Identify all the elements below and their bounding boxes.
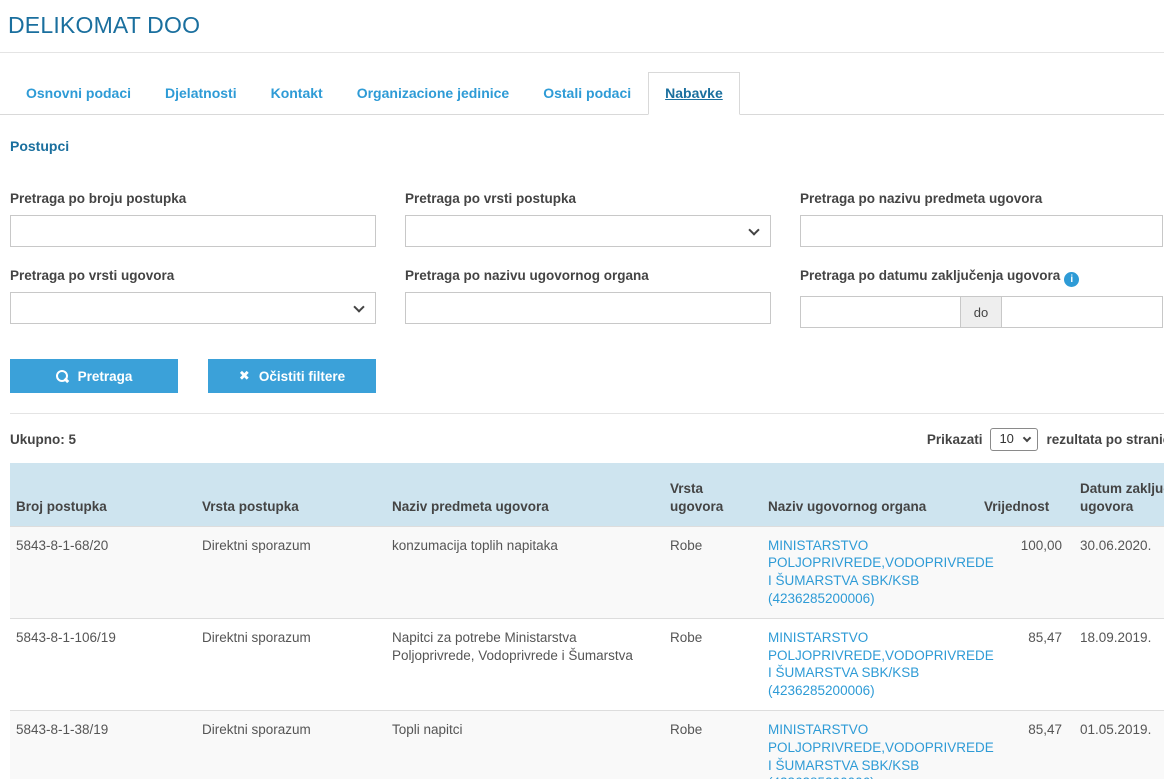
table-row: 5843-8-1-68/20 Direktni sporazum konzuma… [10, 526, 1164, 619]
col-datum-zakljucenja: Datum zaključenja ugovora [1074, 463, 1164, 526]
cell-datum: 30.06.2020. [1080, 537, 1152, 553]
clear-filters-label: Očistiti filtere [258, 368, 346, 384]
filter-label-naziv-organa: Pretraga po nazivu ugovornog organa [405, 268, 649, 283]
datum-do-input[interactable] [1002, 296, 1163, 328]
cell-broj: 5843-8-1-38/19 [16, 722, 109, 737]
cell-vrijednost: 100,00 [1020, 537, 1062, 553]
table-row: 5843-8-1-38/19 Direktni sporazum Topli n… [10, 710, 1164, 779]
tab-organizacione-jedinice[interactable]: Organizacione jedinice [356, 85, 510, 101]
table-row: 5843-8-1-106/19 Direktni sporazum Napitc… [10, 618, 1164, 710]
filters-panel: Pretraga po broju postupka Pretraga po v… [10, 191, 1164, 328]
cell-predmet: Topli napitci [392, 722, 463, 737]
section-title-postupci: Postupci [10, 138, 70, 154]
page-title: DELIKOMAT DOO [8, 12, 201, 38]
col-broj-postupka: Broj postupka [10, 463, 196, 526]
page-header: DELIKOMAT DOO [0, 0, 1164, 53]
col-vrsta-ugovora: Vrsta ugovora [664, 463, 762, 526]
chevron-down-icon [748, 224, 760, 236]
filter-label-datum-text: Pretraga po datumu zaključenja ugovora [800, 268, 1061, 283]
cell-vrsta-postupka: Direktni sporazum [202, 722, 311, 737]
info-icon[interactable]: i [1064, 272, 1080, 287]
cell-vrsta-ugovora: Robe [670, 537, 703, 553]
filter-label-vrsta-postupka: Pretraga po vrsti postupka [405, 191, 577, 206]
cell-broj: 5843-8-1-68/20 [16, 537, 109, 553]
cell-organ: MINISTARSTVO POLJOPRIVREDE,VODOPRIVREDE … [762, 711, 994, 779]
cell-predmet: konzumacija toplih napitaka [392, 537, 558, 553]
date-range-group: do [800, 296, 1163, 328]
cell-datum: 01.05.2019. [1080, 722, 1152, 737]
per-page-control: Prikazati 10 rezultata po stranici [927, 428, 1164, 451]
tab-djelatnosti[interactable]: Djelatnosti [165, 85, 237, 101]
filter-naziv-organa: Pretraga po nazivu ugovornog organa [405, 268, 771, 328]
naziv-organa-input[interactable] [405, 292, 771, 324]
vrsta-postupka-select[interactable] [405, 215, 771, 247]
col-naziv-predmeta: Naziv predmeta ugovora [386, 463, 664, 526]
filter-vrsta-ugovora: Pretraga po vrsti ugovora [10, 268, 376, 328]
col-vrsta-postupka: Vrsta postupka [196, 463, 386, 526]
filter-label-datum: Pretraga po datumu zaključenja ugovora i [800, 268, 1163, 287]
filter-datum-zakljucenja: Pretraga po datumu zaključenja ugovora i … [800, 268, 1163, 328]
search-button[interactable]: Pretraga [10, 359, 178, 393]
per-page-value: 10 [999, 431, 1014, 446]
chevron-down-icon [353, 301, 365, 313]
organ-link[interactable]: MINISTARSTVO POLJOPRIVREDE,VODOPRIVREDE … [768, 722, 994, 779]
cell-vrsta-ugovora: Robe [670, 629, 703, 645]
filter-vrsta-postupka: Pretraga po vrsti postupka [405, 191, 771, 247]
date-separator-label: do [961, 296, 1002, 328]
per-page-prefix-label: Prikazati [926, 432, 983, 447]
datum-od-input[interactable] [800, 296, 961, 328]
cell-vrsta-ugovora: Robe [670, 722, 703, 737]
filter-label-broj-postupka: Pretraga po broju postupka [10, 191, 187, 206]
search-button-label: Pretraga [77, 368, 133, 384]
cell-organ: MINISTARSTVO POLJOPRIVREDE,VODOPRIVREDE … [762, 526, 994, 618]
per-page-suffix-label: rezultata po stranici [1046, 432, 1164, 447]
clear-x-icon: ✖ [238, 368, 250, 383]
procedures-table-wrap: Broj postupka Vrsta postupka Naziv predm… [10, 463, 1164, 779]
cell-datum: 18.09.2019. [1080, 629, 1152, 645]
cell-vrsta-postupka: Direktni sporazum [202, 537, 311, 553]
table-header-row: Broj postupka Vrsta postupka Naziv predm… [10, 463, 1164, 526]
cell-predmet: Napitci za potrebe Ministarstva Poljopri… [392, 629, 633, 663]
naziv-predmeta-input[interactable] [800, 215, 1163, 247]
per-page-select[interactable]: 10 [990, 428, 1039, 451]
results-total: Ukupno: 5 [10, 432, 76, 447]
vrsta-ugovora-select[interactable] [10, 292, 376, 324]
tab-bar: Osnovni podaci Djelatnosti Kontakt Organ… [0, 72, 1164, 115]
filter-naziv-predmeta: Pretraga po nazivu predmeta ugovora [800, 191, 1163, 247]
tab-osnovni-podaci[interactable]: Osnovni podaci [26, 85, 132, 101]
filter-actions: Pretraga ✖ Očistiti filtere [10, 359, 1164, 414]
col-naziv-organa: Naziv ugovornog organa [762, 463, 978, 526]
organ-link[interactable]: MINISTARSTVO POLJOPRIVREDE,VODOPRIVREDE … [768, 537, 994, 606]
cell-broj: 5843-8-1-106/19 [16, 629, 116, 645]
filter-broj-postupka: Pretraga po broju postupka [10, 191, 376, 247]
cell-vrijednost: 85,47 [1028, 722, 1062, 737]
filter-label-vrsta-ugovora: Pretraga po vrsti ugovora [10, 268, 175, 283]
clear-filters-button[interactable]: ✖ Očistiti filtere [208, 359, 376, 393]
results-bar: Ukupno: 5 Prikazati 10 rezultata po stra… [10, 414, 1164, 463]
col-vrijednost: Vrijednost [978, 463, 1074, 526]
tab-kontakt[interactable]: Kontakt [270, 85, 323, 101]
cell-vrsta-postupka: Direktni sporazum [202, 629, 311, 645]
chevron-down-icon [1023, 433, 1032, 443]
tab-nabavke[interactable]: Nabavke [648, 72, 740, 115]
search-icon [55, 369, 69, 383]
organ-link[interactable]: MINISTARSTVO POLJOPRIVREDE,VODOPRIVREDE … [768, 629, 994, 699]
cell-vrijednost: 85,47 [1028, 629, 1062, 645]
procedures-table: Broj postupka Vrsta postupka Naziv predm… [10, 463, 1164, 779]
filter-label-naziv-predmeta: Pretraga po nazivu predmeta ugovora [800, 191, 1043, 206]
cell-organ: MINISTARSTVO POLJOPRIVREDE,VODOPRIVREDE … [762, 618, 994, 710]
tab-ostali-podaci[interactable]: Ostali podaci [543, 85, 632, 101]
broj-postupka-input[interactable] [10, 215, 376, 247]
